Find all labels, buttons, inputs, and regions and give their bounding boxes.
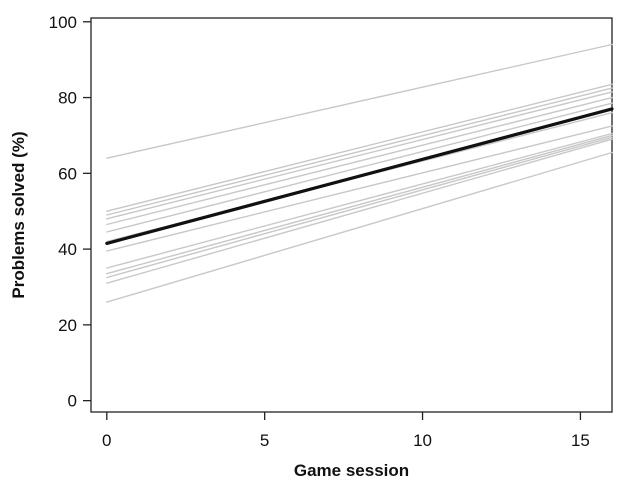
y-tick-label: 40	[58, 240, 77, 259]
mean-series-line	[105, 107, 614, 245]
plot-frame	[90, 17, 613, 413]
y-tick-label: 80	[58, 89, 77, 108]
individual-series-line	[106, 136, 613, 279]
individual-series-line	[106, 138, 613, 284]
individual-series-line	[106, 134, 613, 275]
individual-series-line	[106, 43, 613, 159]
y-tick-label: 0	[68, 392, 77, 411]
individual-series-line	[106, 91, 613, 220]
individual-series-line	[106, 102, 613, 233]
individual-series-line	[106, 96, 613, 226]
individual-series-line	[106, 125, 613, 252]
series-layer	[105, 43, 614, 303]
x-tick-label: 0	[102, 431, 111, 450]
y-axis-title: Problems solved (%)	[9, 131, 28, 298]
y-tick-label: 100	[49, 13, 77, 32]
individual-series-line	[106, 87, 613, 216]
individual-series-line	[106, 132, 613, 269]
x-tick-label: 10	[413, 431, 432, 450]
individual-series-line	[106, 83, 613, 212]
x-axis-title: Game session	[294, 461, 409, 480]
x-tick-label: 15	[571, 431, 590, 450]
axes: 0 20 40 60 80 100 0 5 10 15	[49, 13, 613, 450]
y-tick-label: 20	[58, 316, 77, 335]
x-tick-label: 5	[260, 431, 269, 450]
individual-series-line	[106, 151, 613, 303]
y-tick-label: 60	[58, 164, 77, 183]
